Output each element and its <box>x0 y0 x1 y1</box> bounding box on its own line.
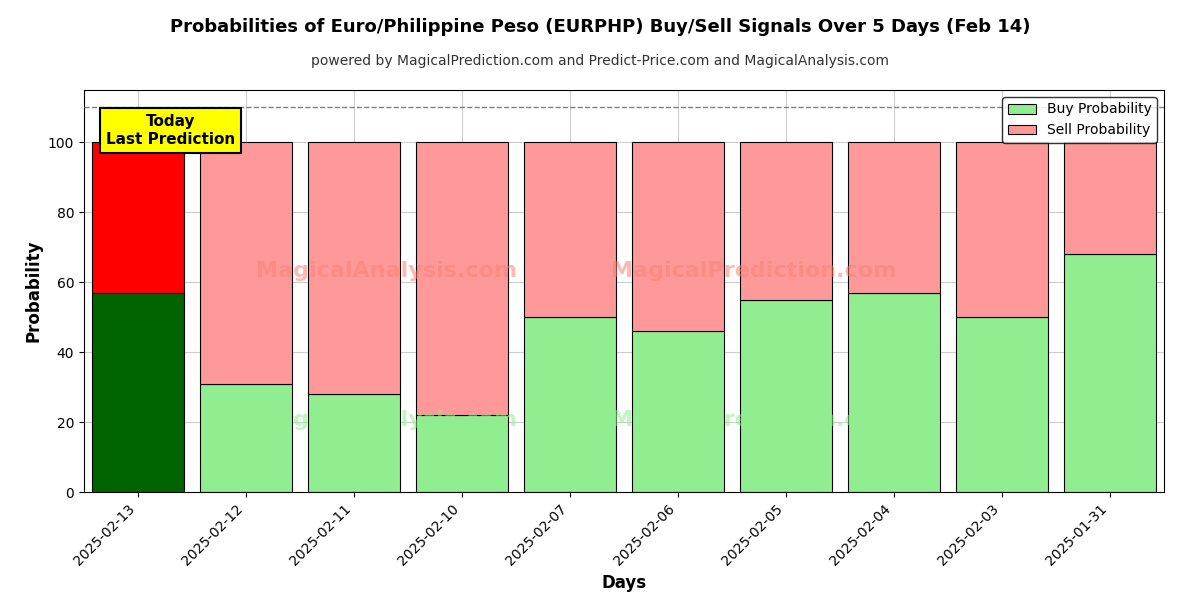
Bar <box>848 142 940 293</box>
Bar <box>956 317 1048 492</box>
Bar <box>200 142 292 383</box>
X-axis label: Days: Days <box>601 574 647 592</box>
Y-axis label: Probability: Probability <box>24 240 42 342</box>
Bar <box>632 331 724 492</box>
Bar <box>632 142 724 331</box>
Bar <box>416 142 508 415</box>
Text: MagicalAnalysis.com: MagicalAnalysis.com <box>256 261 517 281</box>
Bar <box>1064 142 1156 254</box>
Text: MagicalPrediction.com: MagicalPrediction.com <box>611 261 896 281</box>
Bar <box>92 142 184 293</box>
Text: Today
Last Prediction: Today Last Prediction <box>106 115 235 147</box>
Bar <box>92 293 184 492</box>
Text: MagicalAnalysis.com: MagicalAnalysis.com <box>256 410 517 430</box>
Bar <box>416 415 508 492</box>
Bar <box>200 383 292 492</box>
Bar <box>740 142 832 300</box>
Bar <box>1064 254 1156 492</box>
Bar <box>956 142 1048 317</box>
Legend: Buy Probability, Sell Probability: Buy Probability, Sell Probability <box>1002 97 1157 143</box>
Bar <box>524 142 616 317</box>
Bar <box>848 293 940 492</box>
Bar <box>308 142 400 394</box>
Text: Probabilities of Euro/Philippine Peso (EURPHP) Buy/Sell Signals Over 5 Days (Feb: Probabilities of Euro/Philippine Peso (E… <box>169 18 1031 36</box>
Bar <box>524 317 616 492</box>
Text: powered by MagicalPrediction.com and Predict-Price.com and MagicalAnalysis.com: powered by MagicalPrediction.com and Pre… <box>311 54 889 68</box>
Bar <box>740 300 832 492</box>
Text: MagicalPrediction.com: MagicalPrediction.com <box>611 410 896 430</box>
Bar <box>308 394 400 492</box>
